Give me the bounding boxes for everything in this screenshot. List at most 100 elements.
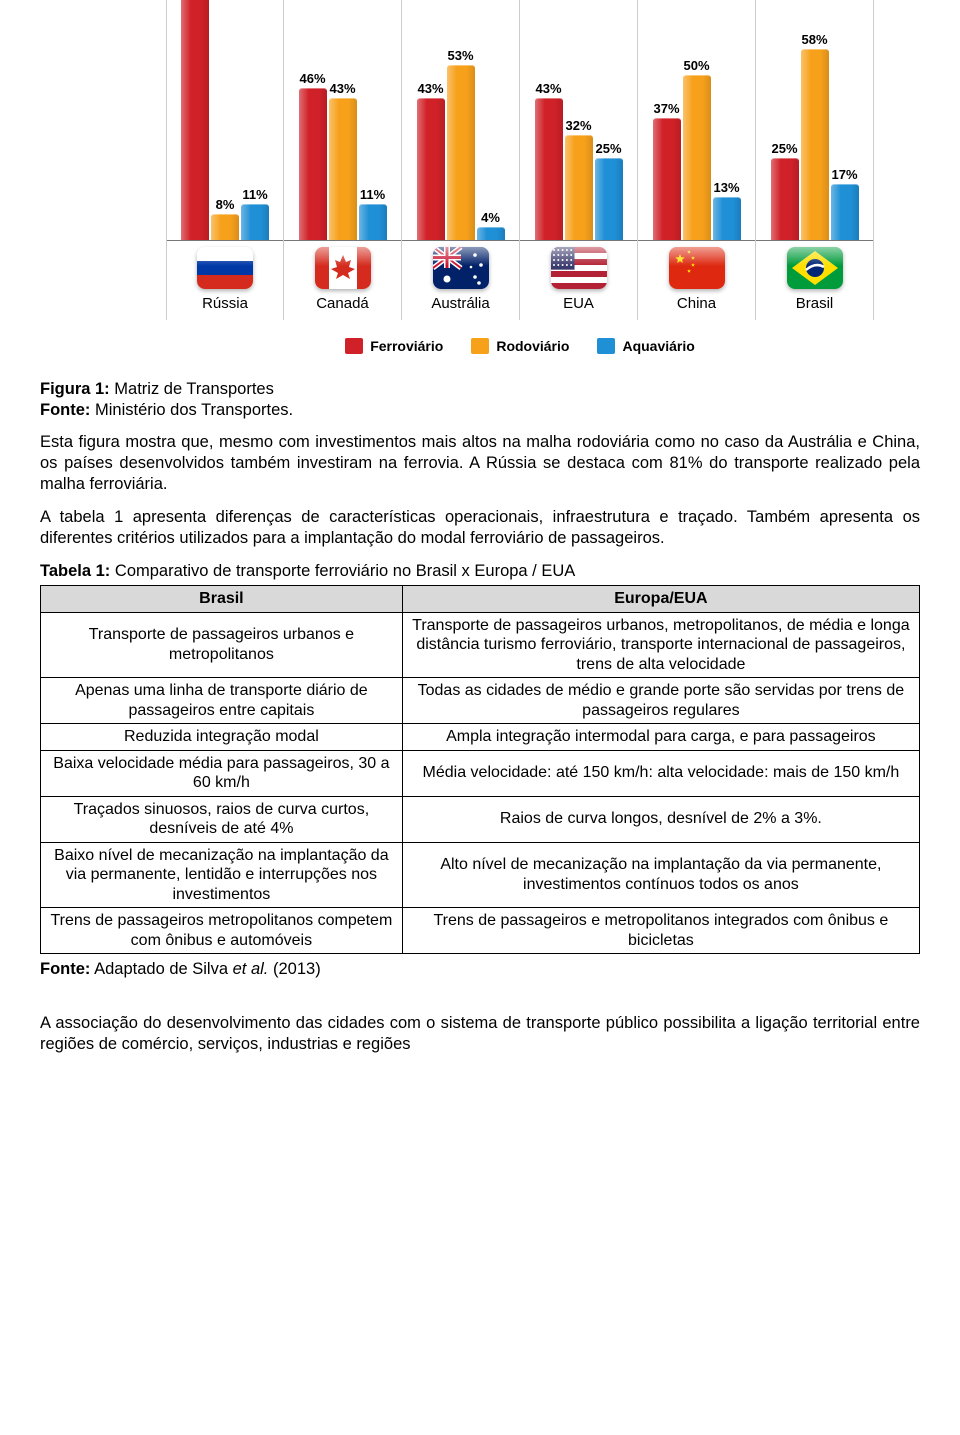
legend-swatch [471,338,489,354]
bar [211,214,239,240]
paragraph-2: A tabela 1 apresenta diferenças de carac… [40,507,920,549]
chart-group: 46% 43% 11% Canadá [284,0,402,320]
bar-value-label: 37% [653,101,679,116]
bar [329,98,357,240]
table-source-label: Fonte: [40,960,90,978]
bar-value-label: 25% [771,141,797,156]
bar-value-label: 11% [360,187,385,202]
country-name: Austrália [431,295,489,312]
bar [299,88,327,240]
country-name: Brasil [796,295,834,312]
table-row: Baixo nível de mecanização na implantaçã… [41,842,920,908]
bar-value-label: 43% [417,81,443,96]
table-source-prefix: Adaptado de Silva [94,960,233,978]
bar [801,49,829,240]
flag-icon [787,247,843,289]
legend-swatch [345,338,363,354]
country-name: Canadá [316,295,369,312]
table-cell: Baixa velocidade média para passageiros,… [41,750,403,796]
chart-group: 25% 58% 17% Brasil [756,0,874,320]
bar [241,204,269,240]
table-caption-text: Comparativo de transporte ferroviário no… [115,562,575,580]
flag-icon [433,247,489,289]
table-cell: Reduzida integração modal [41,724,403,751]
paragraph-1: Esta figura mostra que, mesmo com invest… [40,432,920,495]
figure-caption: Figura 1: Matriz de Transportes [40,380,920,399]
bar-column: 13% [713,180,741,240]
table-row: Traçados sinuosos, raios de curva curtos… [41,796,920,842]
table-row: Reduzida integração modalAmpla integraçã… [41,724,920,751]
table-cell: Ampla integração intermodal para carga, … [402,724,919,751]
bar [535,98,563,240]
bar-value-label: 58% [801,32,827,47]
bar-column: 25% [595,141,623,240]
chart-group: 43% 32%25% EUA [520,0,638,320]
bar-value-label: 4% [481,210,500,225]
bar-column: 46% [299,71,327,240]
bar-value-label: 43% [535,81,561,96]
table-caption-label: Tabela 1: [40,562,110,580]
transport-modal-chart: 81%8%11% Rússia46%43%11% Canadá43%53%4% … [166,0,874,320]
table-cell: Todas as cidades de médio e grande porte… [402,678,919,724]
table-row: Transporte de passageiros urbanos e metr… [41,612,920,678]
bar [683,75,711,240]
bar-value-label: 43% [329,81,355,96]
country-name: China [677,295,716,312]
table-row: Trens de passageiros metropolitanos comp… [41,908,920,954]
table-cell: Transporte de passageiros urbanos, metro… [402,612,919,678]
flag-icon [551,247,607,289]
bar-column: 17% [831,167,859,240]
bar [181,0,209,240]
table-source: Fonte: Adaptado de Silva et al. (2013) [40,960,920,979]
bar [771,158,799,240]
table-cell: Média velocidade: até 150 km/h: alta vel… [402,750,919,796]
figure-caption-text: Matriz de Transportes [114,380,274,398]
bar-column: 11% [241,187,269,240]
table-cell: Transporte de passageiros urbanos e metr… [41,612,403,678]
bar-column: 43% [417,81,445,240]
bar [447,65,475,240]
table-cell: Baixo nível de mecanização na implantaçã… [41,842,403,908]
bar-value-label: 25% [595,141,621,156]
figure-source: Fonte: Ministério dos Transportes. [40,401,920,420]
chart-group: 81%8%11% Rússia [166,0,284,320]
bar-column: 8% [211,197,239,240]
bar [359,204,387,240]
table-header: Europa/EUA [402,585,919,612]
chart-group: 37% 50% 13% China [638,0,756,320]
table-source-suffix: (2013) [268,960,320,978]
table-caption: Tabela 1: Comparativo de transporte ferr… [40,562,920,581]
bar [653,118,681,240]
bar-column: 53% [447,48,475,240]
table-cell: Trens de passageiros metropolitanos comp… [41,908,403,954]
figure-caption-label: Figura 1: [40,380,110,398]
bar [477,227,505,240]
table-cell: Alto nível de mecanização na implantação… [402,842,919,908]
legend-item: Rodoviário [471,338,569,354]
table-source-italic: et al. [233,960,269,978]
chart-legend: FerroviárioRodoviárioAquaviário [345,338,695,354]
bar-column: 25% [771,141,799,240]
bar-column: 81% [181,0,209,240]
bar-value-label: 50% [683,58,709,73]
flag-icon [197,247,253,289]
bar-column: 58% [801,32,829,240]
bar [831,184,859,240]
table-cell: Traçados sinuosos, raios de curva curtos… [41,796,403,842]
figure-source-text: Ministério dos Transportes. [95,401,293,419]
table-row: Baixa velocidade média para passageiros,… [41,750,920,796]
bar-value-label: 46% [299,71,325,86]
legend-label: Ferroviário [370,338,443,354]
chart-group: 43% 53% 4% Austrália [402,0,520,320]
bar-column: 32% [565,118,593,240]
legend-swatch [597,338,615,354]
bar-column: 50% [683,58,711,240]
legend-label: Rodoviário [496,338,569,354]
country-name: EUA [563,295,594,312]
bar-value-label: 53% [447,48,473,63]
bar-value-label: 11% [242,187,267,202]
bar-column: 4% [477,210,505,240]
comparison-table: BrasilEuropa/EUA Transporte de passageir… [40,585,920,955]
flag-icon [669,247,725,289]
table-header: Brasil [41,585,403,612]
